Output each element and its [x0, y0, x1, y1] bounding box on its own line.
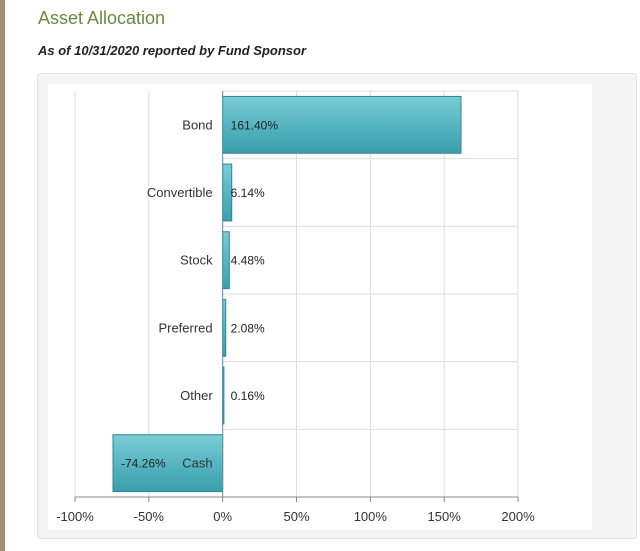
- category-label: Convertible: [147, 185, 213, 200]
- bar-bond[interactable]: [222, 95, 462, 154]
- category-label: Other: [180, 388, 213, 403]
- value-label: -74.26%: [121, 457, 166, 471]
- x-tick-label: -100%: [56, 509, 94, 524]
- value-label: 4.48%: [231, 254, 265, 268]
- labels: Bond 161.40% Convertible 6.14% Stock 4.48% Pre…: [121, 117, 278, 470]
- category-label: Bond: [182, 117, 212, 132]
- category-label: Stock: [180, 253, 213, 268]
- left-border-rule: [0, 0, 5, 551]
- category-label: Cash: [182, 456, 212, 471]
- x-tick-label: 200%: [501, 509, 535, 524]
- x-axis: -100% -50% 0% 50% 100% 150% 200%: [56, 91, 535, 524]
- x-tick-label: 50%: [283, 509, 309, 524]
- value-label: 2.08%: [231, 321, 265, 335]
- value-label: 0.16%: [231, 389, 265, 403]
- as-of-subtitle: As of 10/31/2020 reported by Fund Sponso…: [38, 43, 307, 58]
- bars: [112, 95, 462, 493]
- x-tick-label: 150%: [428, 509, 462, 524]
- bar-stock[interactable]: [222, 231, 230, 290]
- x-tick-label: 0%: [213, 509, 232, 524]
- bar-cash[interactable]: [112, 434, 224, 493]
- x-tick-label: -50%: [134, 509, 165, 524]
- page-title: Asset Allocation: [38, 8, 166, 28]
- value-label: 6.14%: [231, 186, 265, 200]
- value-label: 161.40%: [231, 118, 279, 132]
- category-label: Preferred: [158, 320, 212, 335]
- x-tick-label: 100%: [354, 509, 388, 524]
